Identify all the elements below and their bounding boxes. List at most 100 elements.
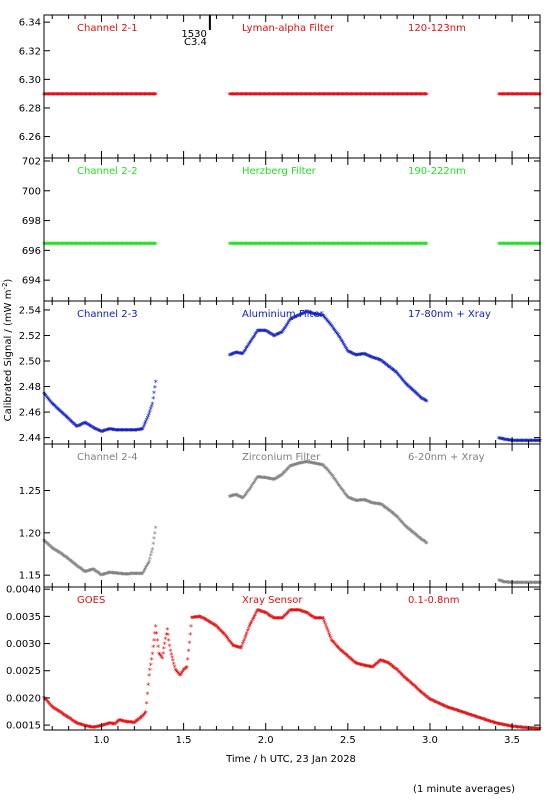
data-point: * [58, 91, 62, 100]
data-point: * [102, 428, 106, 437]
data-point: * [278, 240, 282, 249]
data-point: * [293, 240, 297, 249]
data-point: * [339, 240, 343, 249]
data-point: * [317, 240, 321, 249]
data-point: * [351, 91, 355, 100]
data-point: * [130, 427, 134, 436]
data-point: * [258, 91, 262, 100]
data-point: * [327, 469, 331, 478]
data-point: * [228, 493, 232, 502]
data-point: * [289, 240, 293, 249]
data-point: * [76, 240, 80, 249]
data-point: * [299, 240, 303, 249]
data-point: * [45, 240, 49, 249]
y-axis-title-end: ) [3, 279, 14, 283]
data-point: * [348, 240, 352, 249]
data-point: * [338, 91, 342, 100]
data-point: * [79, 566, 83, 575]
data-point: * [140, 570, 144, 579]
y-tick-label: 6.32 [19, 46, 41, 57]
data-point: * [72, 91, 76, 100]
data-point: * [504, 91, 508, 100]
data-point: * [150, 403, 154, 412]
data-point: * [343, 91, 347, 100]
data-point: * [358, 351, 362, 360]
data-point: * [374, 91, 378, 100]
data-point: * [502, 436, 506, 445]
data-point: * [375, 356, 379, 365]
data-point: * [321, 462, 325, 471]
data-point: * [149, 240, 153, 249]
data-point: * [504, 240, 508, 249]
data-point: * [313, 460, 317, 469]
data-point: * [324, 91, 328, 100]
data-point: * [509, 437, 513, 446]
data-point: * [371, 355, 375, 364]
data-point: * [385, 91, 389, 100]
data-point: * [151, 91, 155, 100]
data-point: * [46, 541, 50, 550]
data-point: * [283, 325, 287, 334]
data-point: * [97, 91, 101, 100]
data-point: * [143, 91, 147, 100]
data-point: * [242, 240, 246, 249]
data-point: * [397, 240, 401, 249]
data-point: * [337, 91, 341, 100]
data-point: * [83, 91, 87, 100]
data-point: * [536, 240, 540, 249]
data-point: * [520, 240, 524, 249]
data-point: * [290, 462, 294, 471]
data-point: * [141, 240, 145, 249]
data-point: * [267, 475, 271, 484]
data-point: * [43, 240, 47, 249]
data-point: * [356, 497, 360, 506]
data-point: * [327, 91, 331, 100]
data-point: * [107, 426, 111, 435]
data-point: * [113, 570, 117, 579]
data-point: * [273, 91, 277, 100]
data-point: * [367, 91, 371, 100]
data-point: * [91, 424, 95, 433]
data-point: * [332, 91, 336, 100]
data-point: * [278, 91, 282, 100]
data-point: * [263, 91, 267, 100]
data-point: * [127, 240, 131, 249]
data-point: * [91, 566, 95, 575]
data-point: * [283, 91, 287, 100]
data-point: * [384, 91, 388, 100]
data-point: * [398, 91, 402, 100]
data-point: * [370, 354, 374, 363]
data-point: * [261, 474, 265, 483]
data-point: * [308, 459, 312, 468]
data-point: * [110, 570, 114, 579]
panel-2-frame [43, 157, 541, 302]
data-point: * [404, 91, 408, 100]
data-point: * [518, 240, 522, 249]
data-point: * [297, 460, 301, 469]
data-point: * [497, 91, 501, 100]
data-point: * [87, 567, 91, 576]
data-point: * [350, 240, 354, 249]
data-point: * [360, 497, 364, 506]
data-point: * [505, 437, 509, 446]
data-point: * [260, 328, 264, 337]
data-point: * [306, 91, 310, 100]
data-point: * [313, 91, 317, 100]
data-point: * [279, 472, 283, 481]
data-point: * [101, 572, 105, 581]
data-point: * [257, 474, 261, 483]
data-point: * [311, 91, 315, 100]
data-point: * [102, 91, 106, 100]
data-point: * [110, 91, 114, 100]
data-point: * [298, 312, 302, 321]
data-point: * [237, 350, 241, 359]
data-point: * [508, 240, 512, 249]
data-point: * [72, 240, 76, 249]
data-point: * [293, 462, 297, 471]
data-point: * [316, 311, 320, 320]
data-point: * [88, 423, 92, 432]
data-point: * [84, 568, 88, 577]
data-point: * [236, 350, 240, 359]
data-point: * [233, 350, 237, 359]
data-point: * [266, 91, 270, 100]
